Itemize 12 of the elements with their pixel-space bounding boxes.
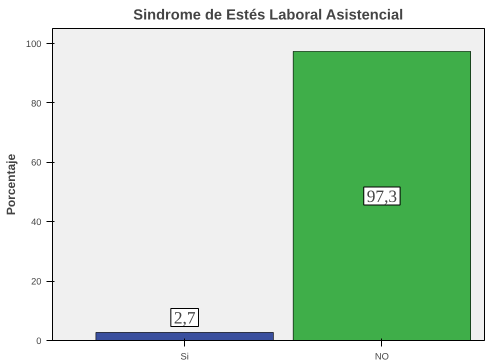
y-tick-label: 20 (31, 276, 42, 287)
y-tick-label: 0 (36, 336, 42, 346)
y-tick-label: 100 (26, 38, 42, 49)
data-label: 2,7 (174, 308, 196, 328)
y-axis-title: Porcentaje (4, 153, 18, 216)
chart-title: Sindrome de Estés Laboral Asistencial (133, 8, 404, 24)
x-tick-label: NO (374, 352, 389, 362)
data-label: 97,3 (366, 186, 398, 206)
x-tick-label: Si (180, 352, 189, 362)
y-tick-label: 60 (31, 158, 42, 168)
y-tick-label: 40 (31, 217, 42, 228)
y-tick-label: 80 (31, 98, 42, 108)
